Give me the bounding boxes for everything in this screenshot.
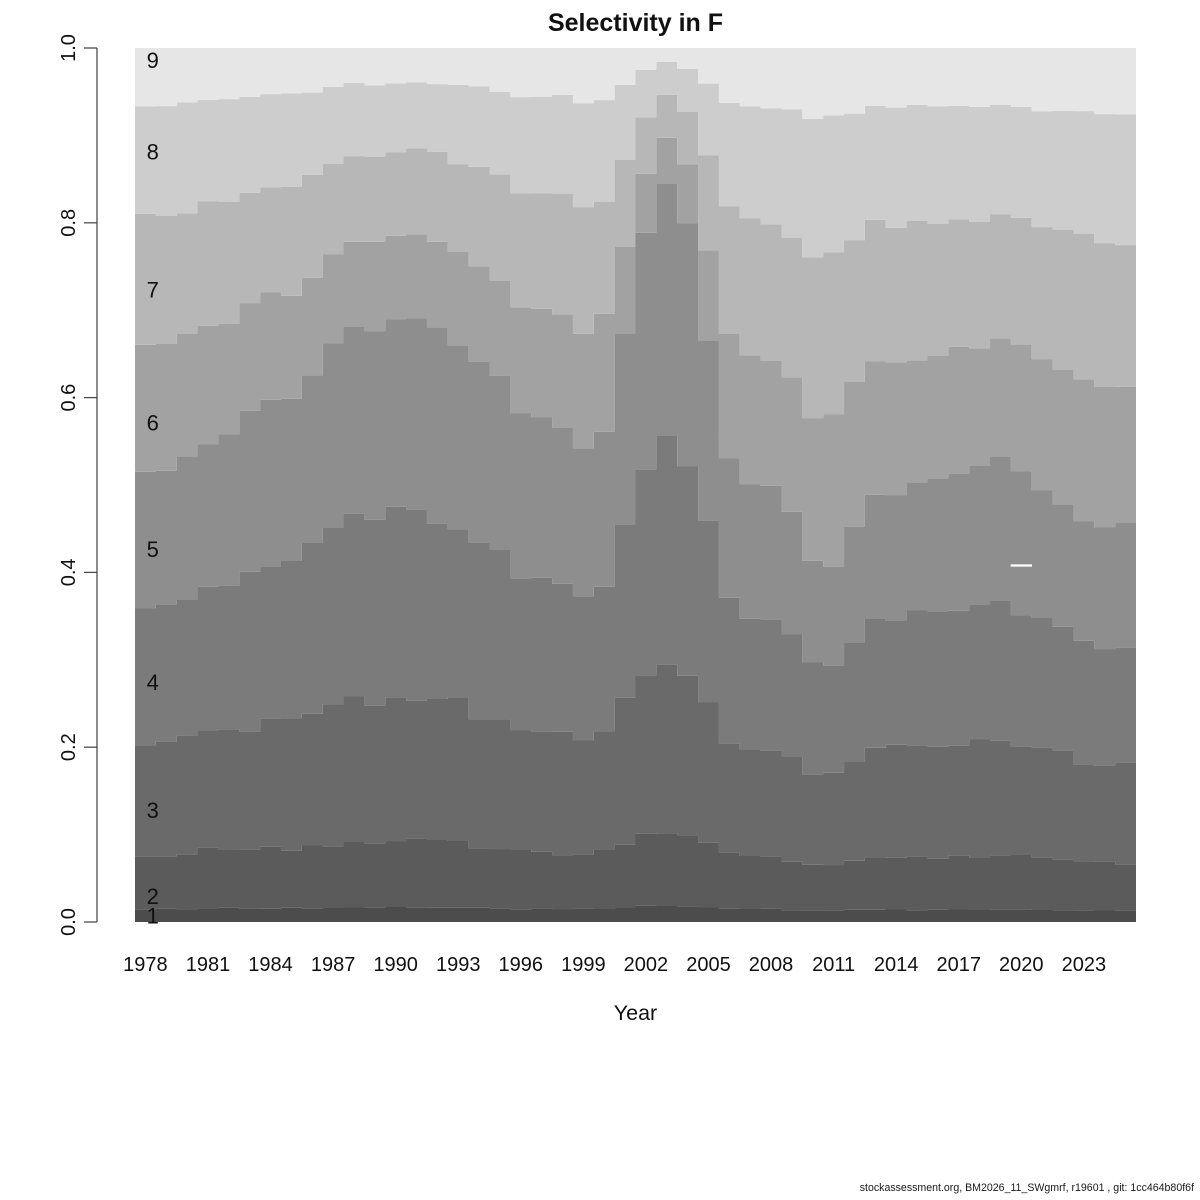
svg-text:2023: 2023 xyxy=(1062,954,1107,976)
svg-text:0.8: 0.8 xyxy=(58,209,80,237)
svg-text:1996: 1996 xyxy=(499,954,544,976)
svg-text:2020: 2020 xyxy=(999,954,1044,976)
svg-text:1990: 1990 xyxy=(373,954,418,976)
svg-text:1987: 1987 xyxy=(311,954,356,976)
svg-text:2008: 2008 xyxy=(749,954,794,976)
svg-text:8: 8 xyxy=(147,140,159,165)
svg-text:0.6: 0.6 xyxy=(58,384,80,412)
svg-text:1999: 1999 xyxy=(561,954,606,976)
svg-text:5: 5 xyxy=(147,537,159,562)
svg-text:1978: 1978 xyxy=(123,954,168,976)
svg-text:2005: 2005 xyxy=(686,954,731,976)
svg-text:1981: 1981 xyxy=(186,954,231,976)
svg-text:2: 2 xyxy=(147,884,159,909)
svg-text:1.0: 1.0 xyxy=(58,34,80,62)
svg-text:2011: 2011 xyxy=(812,954,855,976)
svg-text:2014: 2014 xyxy=(874,954,919,976)
svg-text:1984: 1984 xyxy=(248,954,293,976)
svg-text:0.2: 0.2 xyxy=(58,733,80,761)
svg-text:3: 3 xyxy=(147,798,159,823)
svg-text:0.4: 0.4 xyxy=(58,558,80,586)
svg-text:6: 6 xyxy=(147,411,159,436)
svg-text:1993: 1993 xyxy=(436,954,481,976)
svg-text:7: 7 xyxy=(147,278,159,303)
svg-text:0.0: 0.0 xyxy=(58,908,80,936)
svg-text:2002: 2002 xyxy=(624,954,669,976)
svg-text:4: 4 xyxy=(147,670,159,695)
svg-text:9: 9 xyxy=(147,48,159,73)
svg-text:2017: 2017 xyxy=(936,954,981,976)
